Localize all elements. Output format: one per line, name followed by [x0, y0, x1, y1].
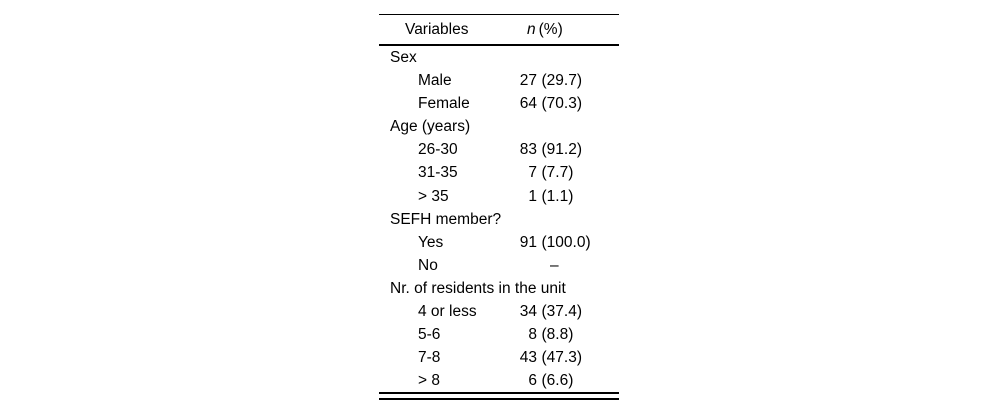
row-value-n: 6	[528, 372, 537, 390]
row-value-n: 7	[528, 164, 537, 182]
row-label: 26-30	[418, 141, 458, 159]
row-label: 5-6	[418, 326, 441, 344]
table-row-over-35: > 35 1 (1.1)	[379, 185, 619, 208]
row-value-n: 91	[519, 233, 537, 251]
column-header-pct: (%)	[538, 21, 563, 38]
row-value: –	[513, 254, 559, 277]
row-value: 83 (91.2)	[513, 138, 582, 161]
table-row-31-35: 31-35 7 (7.7)	[379, 161, 619, 184]
row-value: 91 (100.0)	[513, 231, 591, 254]
column-header-n: n	[527, 21, 536, 38]
row-value-n: 8	[528, 326, 537, 344]
row-label: Yes	[418, 233, 444, 251]
table-row-4-or-less: 4 or less 34 (37.4)	[379, 300, 619, 323]
row-label: 4 or less	[418, 303, 477, 321]
row-value-pct: (7.7)	[541, 164, 574, 182]
row-value-pct: (1.1)	[541, 187, 574, 205]
row-label: Nr. of residents in the unit	[390, 279, 566, 297]
row-value: 34 (37.4)	[513, 300, 582, 323]
row-label: > 35	[418, 187, 449, 205]
row-value: 6 (6.6)	[513, 369, 573, 392]
row-value-n: 1	[528, 187, 537, 205]
group-row-sefh-member: SEFH member?	[379, 208, 619, 231]
group-row-sex: Sex	[379, 46, 619, 69]
row-value-pct: (100.0)	[541, 233, 591, 251]
row-label: 7-8	[418, 349, 441, 367]
row-value-pct: (6.6)	[541, 372, 574, 390]
row-label: > 8	[418, 372, 440, 390]
table-row-no: No –	[379, 254, 619, 277]
row-label: Female	[418, 95, 470, 113]
table-row-over-8: > 8 6 (6.6)	[379, 369, 619, 392]
row-value-n: 64	[519, 95, 537, 113]
row-label: Sex	[390, 49, 417, 66]
table-row-male: Male 27 (29.7)	[379, 69, 619, 92]
column-header-n-pct: n (%)	[527, 15, 563, 44]
row-label: Age (years)	[390, 118, 471, 136]
row-value-pct: (70.3)	[541, 95, 583, 113]
table-row-yes: Yes 91 (100.0)	[379, 231, 619, 254]
table-body: Sex Male 27 (29.7) Female 64 (70.3) Age (y…	[379, 46, 619, 392]
row-value-n: 27	[519, 72, 537, 90]
row-value: 8 (8.8)	[513, 323, 573, 346]
table-header-row: Variables n (%)	[379, 14, 619, 46]
row-value-dash: –	[550, 256, 559, 274]
group-row-age: Age (years)	[379, 115, 619, 138]
row-value: 27 (29.7)	[513, 69, 582, 92]
row-value-pct: (8.8)	[541, 326, 574, 344]
row-value-pct: (29.7)	[541, 72, 583, 90]
row-label: SEFH member?	[390, 210, 502, 228]
table-row-5-6: 5-6 8 (8.8)	[379, 323, 619, 346]
bottom-rule-line-2	[379, 398, 619, 401]
row-value-n: 83	[519, 141, 537, 159]
row-label: Male	[418, 72, 452, 90]
table-row-26-30: 26-30 83 (91.2)	[379, 138, 619, 161]
row-value-n: 34	[519, 303, 537, 321]
group-row-residents-in-unit: Nr. of residents in the unit	[379, 277, 619, 300]
row-value-n	[513, 254, 537, 277]
row-value-n: 43	[519, 349, 537, 367]
row-value: 7 (7.7)	[513, 161, 573, 184]
row-label: No	[418, 256, 438, 274]
row-value-pct: (91.2)	[541, 141, 583, 159]
row-value: 64 (70.3)	[513, 92, 582, 115]
row-value: 1 (1.1)	[513, 185, 573, 208]
row-value: 43 (47.3)	[513, 346, 582, 369]
table-bottom-double-rule	[379, 392, 619, 401]
row-value-pct: (47.3)	[541, 349, 583, 367]
row-value-pct: (37.4)	[541, 303, 583, 321]
bottom-rule-line-1	[379, 392, 619, 395]
demographics-table: Variables n (%) Sex Male 27 (29.7) Female …	[379, 14, 619, 401]
table-row-female: Female 64 (70.3)	[379, 92, 619, 115]
row-label: 31-35	[418, 164, 458, 182]
table-row-7-8: 7-8 43 (47.3)	[379, 346, 619, 369]
column-header-variables: Variables	[405, 21, 469, 38]
